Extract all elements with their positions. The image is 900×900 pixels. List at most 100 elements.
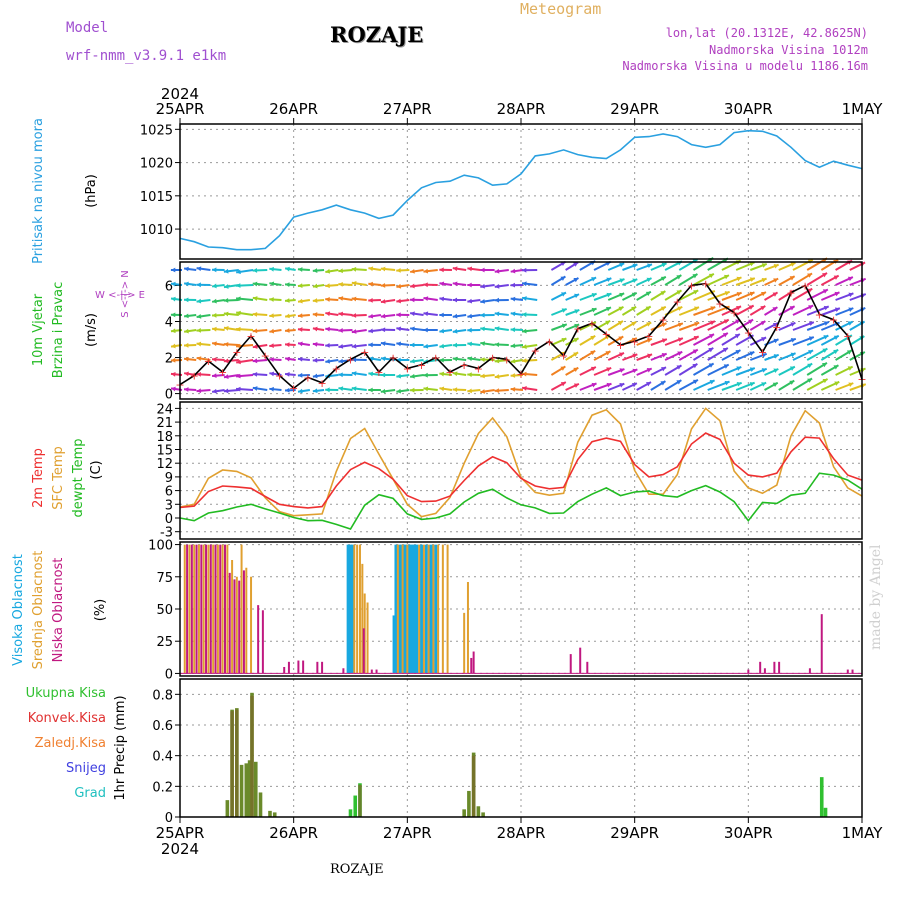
wind-arrow-head [467,313,473,319]
temp-unit: (C) [89,460,104,479]
wind-arrow-head [808,305,814,310]
wind-arrow-head [325,342,330,348]
wind-arrow-head [494,283,500,289]
wind-arrow-head [619,292,625,298]
wind-arrow-head [522,386,527,391]
wind-arrow-head [821,362,827,368]
wind-arrow-head [297,327,303,332]
wind-arrow-head [660,306,666,311]
wind-arrow-head [297,283,303,289]
wind-arrow-head [823,335,829,340]
wind-arrow-head [480,373,485,379]
y-tick-label: 25 [156,635,173,650]
wind-arrow-head [709,334,715,339]
wind-arrow-head [236,373,241,379]
wind-arrow-head [510,373,516,378]
wind-arrow-head [790,352,796,358]
wind-arrow-head [848,307,854,312]
wind-arrow-head [748,305,754,310]
wind-arrow-head [661,338,667,343]
dewpt-label: dewpt Temp [71,438,86,517]
wind-arrow-head [252,281,258,287]
wind-arrow-head [467,266,473,272]
wind-arrow-head [618,336,624,341]
wind-arrow-head [736,366,742,371]
x-label-bottom: 25APR [156,824,205,842]
x-label-bottom: 26APR [269,824,318,842]
wind-arrow-head [269,266,274,272]
wind-arrow-head [521,312,527,317]
total-precip-bar [272,812,277,817]
wind-arrow-head [170,312,176,318]
wind-arrow-head [380,388,386,394]
wind-arrow-head [749,261,755,267]
wind-gust-marker: + [317,377,326,390]
y-tick-label: 6 [165,279,173,294]
wind-arrow-head [223,311,229,317]
wind-arrow-head [494,326,500,331]
wind-arrow-head [833,349,839,355]
pressure-title: Pritisak na nivou mora [31,118,46,264]
wind-arrow-head [632,278,638,284]
wind-gust-marker: + [630,335,639,348]
wind-arrow-head [560,382,566,387]
wind-arrow-head [510,358,516,364]
wind-arrow-head [631,292,637,297]
wind-gust-marker: + [346,353,355,366]
wind-arrow-head [676,380,682,385]
wind-arrow-head [252,386,258,391]
wind-arrow-head [617,320,623,326]
sfc-label: SFC Temp [51,446,66,510]
wind-arrow-head [591,307,597,313]
wind-arrow-head [467,282,472,288]
wind-gust-marker: + [516,368,525,381]
wind-arrow-head [847,366,853,371]
wind-arrow-head [590,350,596,356]
wind-arrow-head [452,313,458,319]
wind-arrow-head [677,322,683,328]
wind-arrow-head [410,283,415,289]
total-precip-bar [239,764,244,817]
wind-arrow-head [772,382,778,387]
y-tick-label: 1015 [140,190,173,205]
wind-gust-marker: + [644,330,653,343]
wind-gust-marker: + [232,346,241,359]
wind-arrow-head [396,341,402,347]
wind-arrow-head [574,293,580,299]
wind-arrow-head [269,386,274,392]
wind-arrow-head [822,348,828,353]
wind-arrow-head [522,344,527,349]
y-tick-label: 12 [156,457,173,472]
wind-arrow-head [848,382,854,387]
wind-arrow-head [724,380,730,386]
wind-arrow-head [590,366,596,372]
wind-arrow-head [325,358,331,364]
wind-arrow-head [325,297,330,302]
x-label-bottom: 1MAY [842,824,884,842]
wind-arrow-head [297,313,303,318]
wind-arrow-head [722,347,728,353]
wind-arrow-head [285,313,290,319]
wind-arrow-head [605,351,611,356]
wind-arrow-head [252,311,258,317]
wind-arrow-head [467,356,473,362]
wind-arrow-head [396,357,401,363]
wind-arrow-head [423,386,429,392]
wind-arrow-head [560,276,566,281]
dewpt-line [179,472,863,530]
mid-cloud-label: Srednja Oblacnost [31,551,46,670]
precip-ylabel: 1hr Precip (mm) [113,695,128,800]
wind-arrow-head [761,337,767,342]
t2m-label: 2m Temp [31,448,46,508]
wind-speed-line [179,282,863,390]
wind-arrow-head [452,328,458,334]
wind-arrow-head [561,323,567,329]
wind-arrow-head [510,327,516,333]
wind-arrow-head [285,356,290,362]
y-tick-label: 0.2 [152,780,173,795]
wind-arrow-head [692,379,698,385]
wind-arrow-head [223,268,229,274]
wind-arrow-head [521,267,527,273]
wind-arrow-head [285,298,290,303]
